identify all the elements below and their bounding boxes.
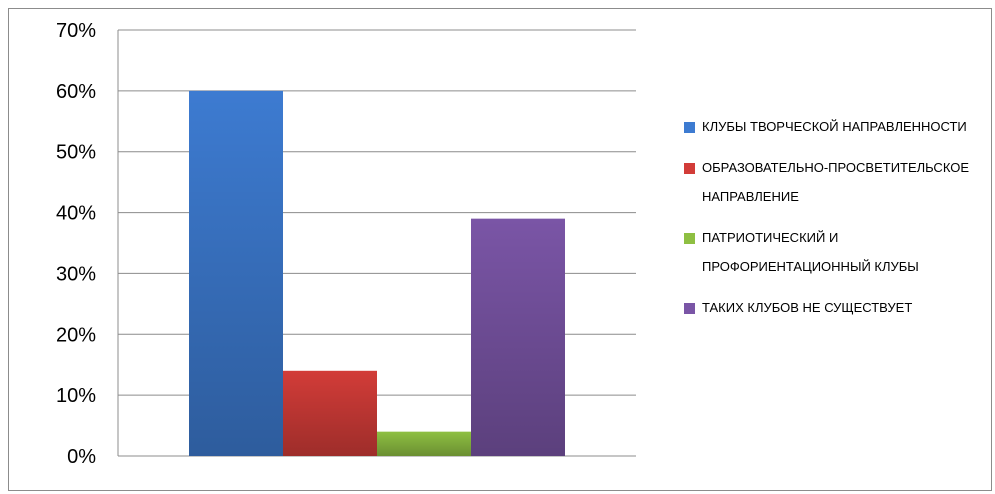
y-tick-label-30pct: 30% (56, 263, 96, 285)
y-tick-label-20pct: 20% (56, 324, 96, 346)
y-tick-label-10pct: 10% (56, 385, 96, 407)
legend: КЛУБЫ ТВОРЧЕСКОЙ НАПРАВЛЕННОСТИ ОБРАЗОВА… (684, 112, 984, 334)
y-tick-label-40pct: 40% (56, 203, 96, 225)
bar-shade-0 (189, 90, 283, 456)
legend-swatch-creative-clubs (684, 122, 695, 133)
y-tick-label-50pct: 50% (56, 142, 96, 164)
legend-label-no-clubs: ТАКИХ КЛУБОВ НЕ СУЩЕСТВУЕТ (702, 300, 913, 315)
bar-shade-2 (377, 431, 471, 456)
bar-shade-1 (283, 370, 377, 456)
legend-swatch-patriotic (684, 233, 695, 244)
y-tick-label-0pct: 0% (67, 446, 96, 468)
legend-label-educational: ОБРАЗОВАТЕЛЬНО-ПРОСВЕТИТЕЛЬСКОЕ НАПРАВЛЕ… (702, 160, 970, 204)
legend-swatch-no-clubs (684, 303, 695, 314)
legend-label-creative-clubs: КЛУБЫ ТВОРЧЕСКОЙ НАПРАВЛЕННОСТИ (702, 119, 967, 134)
legend-label-patriotic: ПАТРИОТИЧЕСКИЙ И ПРОФОРИЕНТАЦИОННЫЙ КЛУБ… (702, 230, 919, 274)
y-tick-label-70pct: 70% (56, 20, 96, 42)
legend-item-no-clubs: ТАКИХ КЛУБОВ НЕ СУЩЕСТВУЕТ (684, 293, 984, 322)
legend-swatch-educational (684, 163, 695, 174)
legend-item-educational: ОБРАЗОВАТЕЛЬНО-ПРОСВЕТИТЕЛЬСКОЕ НАПРАВЛЕ… (684, 153, 984, 211)
legend-item-creative-clubs: КЛУБЫ ТВОРЧЕСКОЙ НАПРАВЛЕННОСТИ (684, 112, 984, 141)
bar-shade-3 (471, 218, 565, 456)
legend-item-patriotic: ПАТРИОТИЧЕСКИЙ И ПРОФОРИЕНТАЦИОННЫЙ КЛУБ… (684, 223, 984, 281)
y-tick-label-60pct: 60% (56, 81, 96, 103)
